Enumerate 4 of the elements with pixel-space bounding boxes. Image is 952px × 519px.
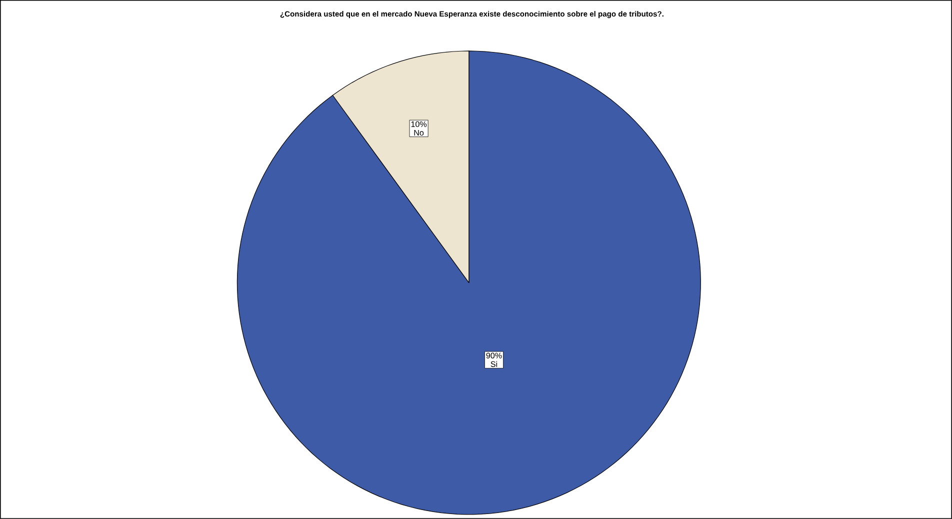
slice-label: Si (490, 361, 498, 368)
data-label: 90% (486, 352, 502, 358)
slice-label: No (414, 130, 424, 136)
data-label: 10% (411, 121, 427, 128)
